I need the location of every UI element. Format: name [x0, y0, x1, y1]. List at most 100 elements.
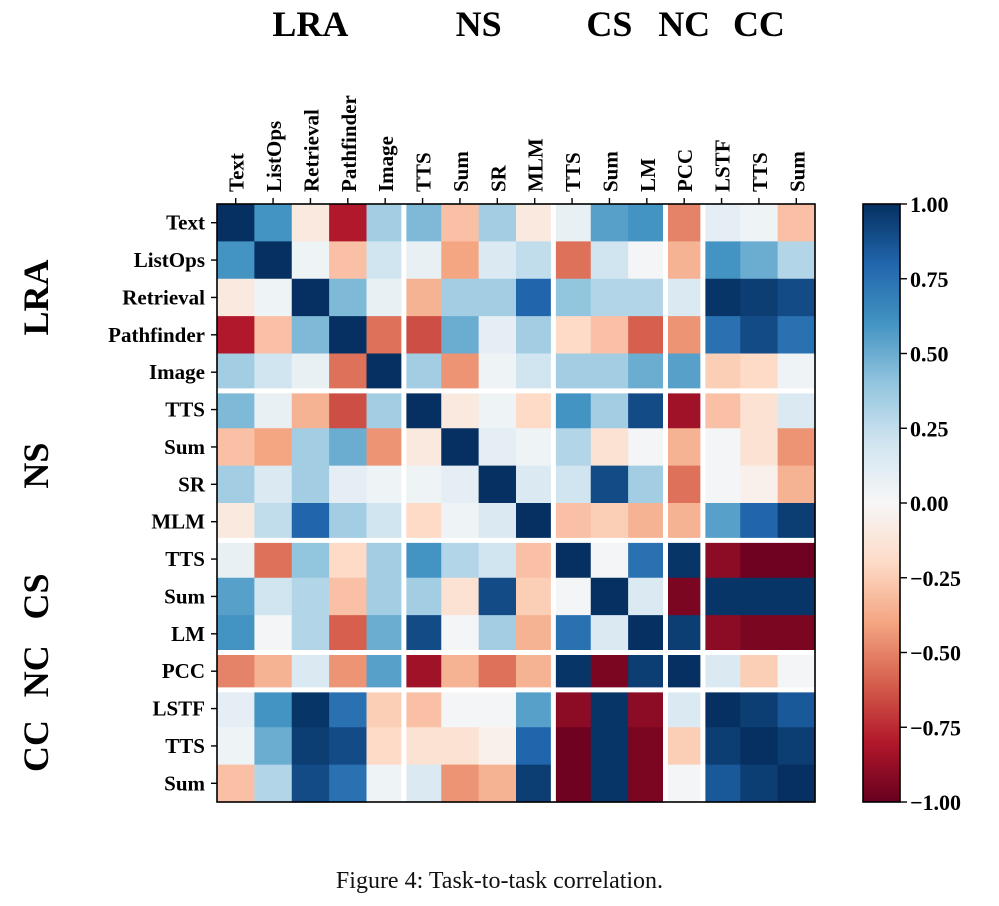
- heatmap-cell: [516, 241, 554, 280]
- heatmap-cell: [217, 241, 255, 280]
- heatmap-cell: [441, 652, 480, 691]
- heatmap-cell: [740, 465, 779, 504]
- heatmap-cell: [217, 652, 255, 691]
- heatmap-cell: [702, 316, 741, 355]
- heatmap-cell: [665, 577, 704, 616]
- heatmap-cell: [553, 204, 592, 242]
- heatmap-cell: [628, 689, 667, 728]
- x-tick-label: Image: [374, 136, 398, 192]
- heatmap-cell: [329, 577, 368, 616]
- heatmap-cell: [553, 503, 592, 541]
- heatmap-cell: [665, 465, 704, 504]
- heatmap-cell: [403, 503, 442, 541]
- heatmap-cell: [329, 465, 368, 504]
- heatmap-cell: [217, 577, 255, 616]
- heatmap-cell: [329, 689, 368, 728]
- top-group-label: LRA: [272, 4, 348, 44]
- heatmap-cell: [217, 540, 255, 579]
- x-tick-label: MLM: [524, 138, 548, 192]
- heatmap-cell: [740, 390, 779, 429]
- heatmap-cell: [702, 727, 741, 766]
- y-tick-label: ListOps: [134, 248, 205, 272]
- heatmap-cell: [441, 353, 480, 392]
- heatmap-cell: [590, 652, 629, 691]
- heatmap-cell: [366, 540, 405, 579]
- heatmap-cell: [516, 428, 554, 467]
- heatmap-cell: [665, 278, 704, 317]
- heatmap-cell: [590, 390, 629, 429]
- heatmap-cell: [702, 204, 741, 242]
- heatmap-cell: [590, 615, 629, 654]
- left-group-label: CC: [16, 720, 56, 772]
- left-group-label: LRA: [16, 259, 56, 335]
- heatmap-cell: [740, 503, 779, 541]
- figure-caption: Figure 4: Task-to-task correlation.: [335, 868, 664, 894]
- x-tick-label: Retrieval: [299, 109, 323, 192]
- top-group-label: CS: [586, 4, 632, 44]
- heatmap-cell: [329, 764, 368, 803]
- heatmap-cell: [702, 764, 741, 803]
- heatmap-cell: [590, 764, 629, 803]
- heatmap-cell: [291, 390, 330, 429]
- heatmap-cell: [291, 278, 330, 317]
- heatmap-cell: [441, 278, 480, 317]
- heatmap-cell: [777, 615, 816, 654]
- heatmap-cell: [740, 353, 779, 392]
- heatmap-cell: [254, 241, 293, 280]
- heatmap-cell: [628, 615, 667, 654]
- heatmap-cell: [553, 615, 592, 654]
- heatmap-cell: [403, 390, 442, 429]
- heatmap-cell: [478, 652, 517, 691]
- heatmap-cell: [777, 316, 816, 355]
- heatmap-cell: [403, 278, 442, 317]
- colorbar-tick-label: 0.25: [910, 416, 949, 441]
- heatmap-cell: [403, 727, 442, 766]
- x-tick-label: TTS: [412, 152, 436, 192]
- heatmap-cell: [217, 615, 255, 654]
- heatmap-cell: [702, 428, 741, 467]
- heatmap-cell: [553, 540, 592, 579]
- x-tick-label: Text: [225, 153, 249, 192]
- heatmap-cell: [291, 503, 330, 541]
- x-axis-ticks: Text ListOps Retrieval Pathfinder Image TTS Su…: [225, 95, 809, 204]
- heatmap-cell: [702, 615, 741, 654]
- heatmap-cell: [590, 428, 629, 467]
- heatmap-cell: [329, 727, 368, 766]
- heatmap-cell: [254, 278, 293, 317]
- heatmap-cell: [740, 540, 779, 579]
- heatmap-cell: [291, 540, 330, 579]
- heatmap-cell: [329, 390, 368, 429]
- heatmap-cell: [665, 689, 704, 728]
- heatmap-cell: [366, 652, 405, 691]
- heatmap-cell: [553, 652, 592, 691]
- heatmap-cell: [516, 540, 554, 579]
- colorbar-tick-label: 0.75: [910, 267, 949, 292]
- heatmap-cell: [366, 353, 405, 392]
- heatmap-cell: [217, 689, 255, 728]
- heatmap-cell: [441, 204, 480, 242]
- heatmap-cell: [777, 465, 816, 504]
- heatmap-cell: [217, 278, 255, 317]
- heatmap-cell: [665, 428, 704, 467]
- heatmap-cell: [441, 316, 480, 355]
- heatmap-cell: [366, 465, 405, 504]
- heatmap-cell: [254, 204, 293, 242]
- heatmap-cell: [217, 727, 255, 766]
- heatmap-cell: [441, 390, 480, 429]
- y-tick-label: Retrieval: [122, 285, 205, 309]
- left-group-label: NC: [16, 645, 56, 697]
- heatmap-cell: [516, 689, 554, 728]
- heatmap-cell: [441, 503, 480, 541]
- heatmap-cell: [590, 204, 629, 242]
- heatmap-cell: [291, 465, 330, 504]
- heatmap-cell: [553, 689, 592, 728]
- heatmap-cell: [254, 503, 293, 541]
- heatmap-cell: [217, 428, 255, 467]
- heatmap-cell: [590, 727, 629, 766]
- heatmap-cell: [291, 241, 330, 280]
- heatmap-cell: [702, 577, 741, 616]
- heatmap-cell: [777, 278, 816, 317]
- heatmap-cell: [553, 316, 592, 355]
- x-tick-label: Sum: [449, 151, 473, 192]
